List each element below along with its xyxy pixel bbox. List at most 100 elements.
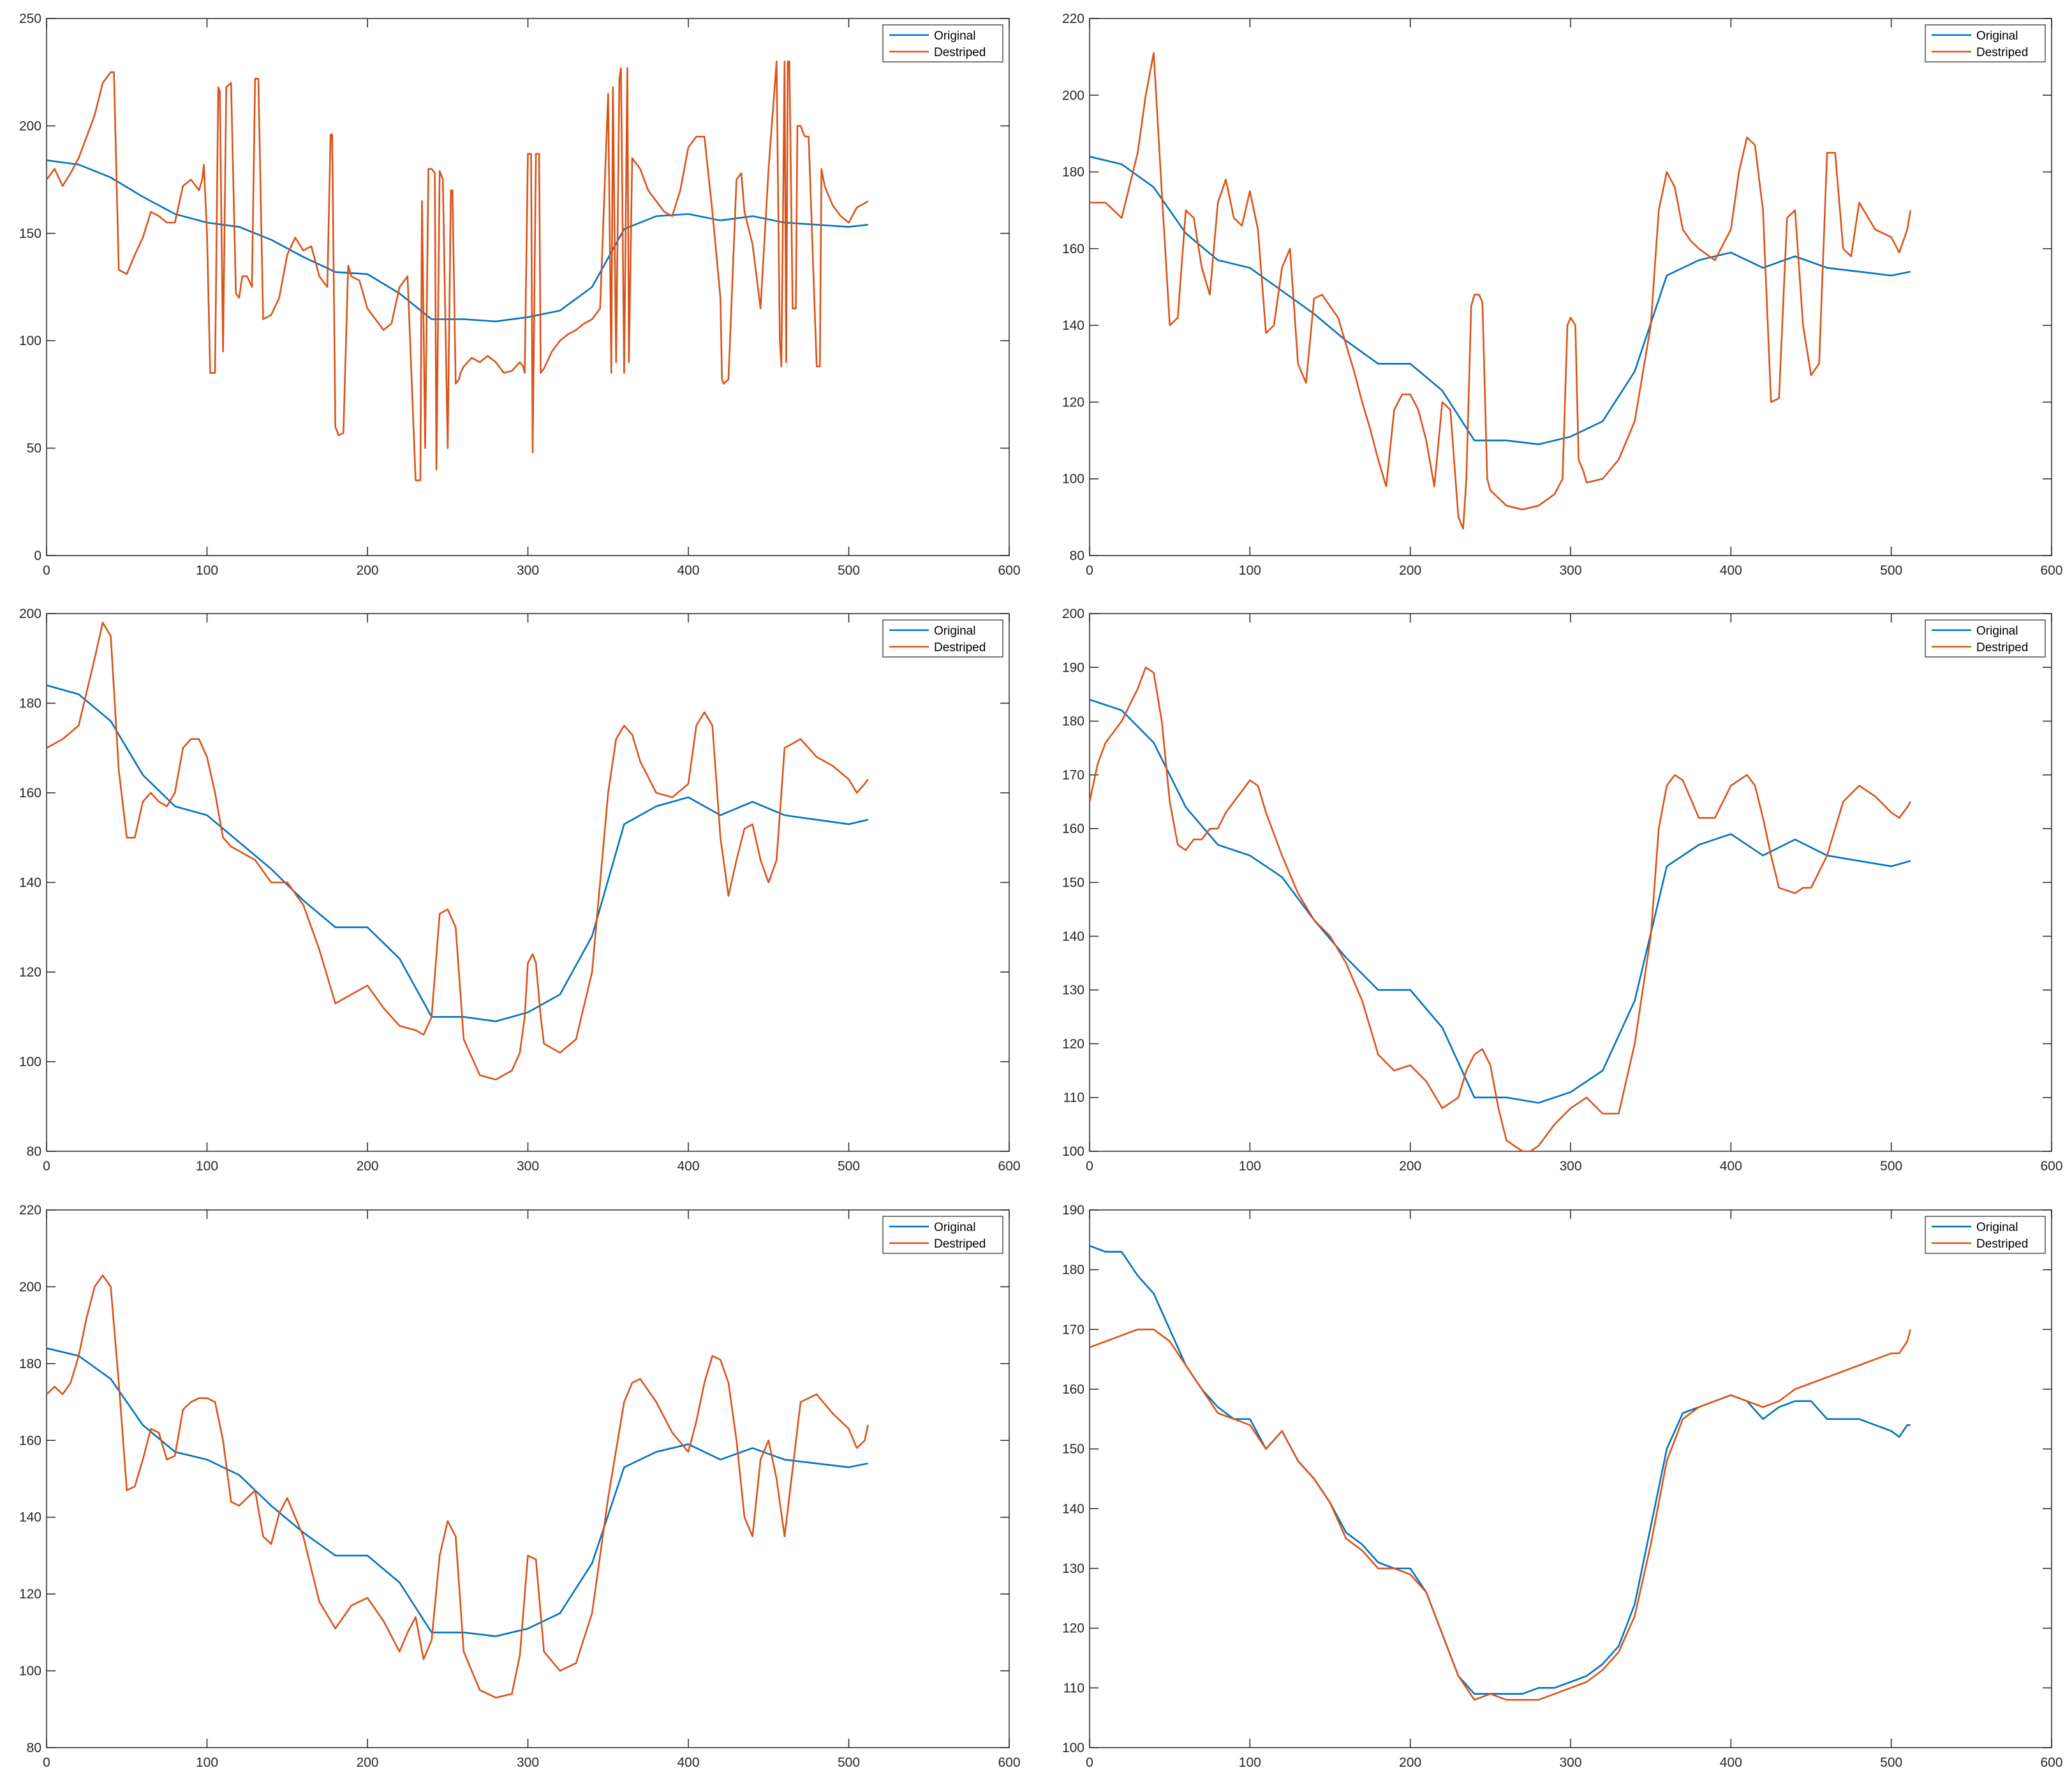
y-tick-label: 220 [1062,11,1084,26]
plot-frame [1089,1209,2052,1748]
series-line-destriped [1090,667,1911,1151]
y-tick-label: 100 [19,334,41,348]
y-tick-label: 100 [1062,472,1084,487]
plot-frame [1089,613,2052,1152]
y-tick-label: 200 [1062,607,1084,621]
y-tick-label: 180 [1062,714,1084,729]
y-tick-label: 100 [19,1664,41,1679]
legend-label-original: Original [934,624,975,638]
series-line-original [47,1347,868,1637]
x-tick-label: 400 [1720,563,1742,578]
x-tick-label: 300 [517,1159,539,1174]
y-tick-label: 200 [1062,88,1084,103]
y-tick-label: 180 [1062,1263,1084,1278]
y-tick-label: 150 [19,226,41,241]
legend-label-original: Original [1976,1221,2018,1234]
series-line-destriped [47,61,869,482]
legend-label-original: Original [934,1221,975,1234]
series-line-original [47,684,868,1022]
y-tick-label: 160 [1062,242,1084,256]
x-tick-label: 500 [838,563,860,578]
y-tick-label: 110 [1063,1091,1084,1105]
x-tick-label: 400 [677,563,699,578]
x-tick-label: 0 [1086,1159,1093,1174]
legend: Original Destriped [882,24,1003,63]
y-tick-label: 100 [1062,1741,1084,1755]
x-tick-label: 100 [1239,1159,1261,1174]
x-tick-label: 200 [1399,1159,1421,1174]
y-tick-label: 100 [1062,1144,1084,1159]
legend-label-original: Original [1976,624,2018,638]
x-tick-label: 500 [838,1159,860,1174]
x-tick-label: 0 [1086,1755,1093,1770]
legend-label-original: Original [934,29,975,43]
x-tick-label: 300 [517,563,539,578]
y-tick-label: 80 [27,1144,41,1159]
x-tick-label: 100 [196,563,218,578]
x-tick-label: 400 [1720,1159,1742,1174]
legend: Original Destriped [1925,24,2046,63]
chart-panel-middle-right: 0 100 200 300 400 500 600100110120130140150160… [1062,607,2063,1174]
y-tick-label: 110 [1063,1681,1084,1695]
legend-box [882,1216,1003,1254]
y-tick-label: 220 [19,1203,41,1218]
x-tick-label: 500 [1880,563,1902,578]
x-tick-label: 200 [1399,563,1421,578]
legend-label-destriped: Destriped [1976,46,2028,59]
legend-box [1925,619,2046,658]
x-tick-label: 600 [998,563,1020,578]
chart-panel-bottom-left: 0 100 200 300 400 500 600 80 100 120 140 160 180 200 2… [19,1203,1021,1770]
x-tick-label: 500 [1880,1755,1902,1770]
legend-box [1925,1216,2046,1254]
y-tick-label: 120 [19,965,41,980]
y-tick-label: 140 [1062,929,1084,944]
series-line-original [1090,1244,1911,1695]
y-tick-label: 0 [34,549,41,563]
legend-label-destriped: Destriped [934,1237,986,1251]
y-tick-label: 160 [19,786,41,800]
y-tick-label: 170 [1062,1322,1084,1337]
y-tick-label: 180 [1062,165,1084,180]
y-tick-label: 150 [1062,1442,1084,1457]
x-tick-label: 100 [196,1755,218,1770]
series-line-destriped [47,1274,869,1699]
x-tick-label: 200 [356,1159,378,1174]
plot-frame [46,613,1010,1152]
y-tick-label: 160 [1062,1382,1084,1397]
y-tick-label: 120 [19,1587,41,1602]
legend: Original Destriped [1925,619,2046,658]
x-tick-label: 600 [2040,1159,2062,1174]
legend-label-destriped: Destriped [934,641,986,654]
y-tick-label: 160 [1062,822,1084,836]
x-tick-label: 400 [677,1755,699,1770]
y-tick-label: 140 [19,1510,41,1525]
y-tick-label: 120 [1062,395,1084,409]
y-tick-label: 140 [19,876,41,890]
y-tick-label: 50 [27,441,41,456]
series-line-destriped [1090,1329,1912,1701]
x-tick-label: 300 [1559,563,1581,578]
x-tick-label: 600 [2040,563,2062,578]
y-tick-label: 150 [1062,876,1084,890]
x-tick-label: 0 [43,1755,50,1770]
legend: Original Destriped [882,619,1003,658]
x-tick-label: 400 [677,1159,699,1174]
x-tick-label: 100 [1239,1755,1261,1770]
y-tick-label: 80 [1070,549,1084,563]
legend-box [1925,24,2046,63]
legend-label-destriped: Destriped [1976,641,2028,654]
y-tick-label: 120 [1062,1621,1084,1636]
legend-label-destriped: Destriped [1976,1237,2028,1251]
x-tick-label: 200 [1399,1755,1421,1770]
x-tick-label: 200 [356,563,378,578]
x-tick-label: 100 [1239,563,1261,578]
series-line-original [47,159,868,323]
x-tick-label: 100 [196,1159,218,1174]
y-tick-label: 180 [19,1357,41,1371]
y-tick-label: 130 [1062,1561,1084,1576]
chart-panel-middle-left: 0 100 200 300 400 500 600 80 100 120 140 160 180 200 O… [19,607,1021,1174]
chart-panel-bottom-right: 0 100 200 300 400 500 600100110120130140150160… [1062,1203,2063,1770]
y-tick-label: 140 [1062,318,1084,333]
y-tick-label: 200 [19,119,41,133]
